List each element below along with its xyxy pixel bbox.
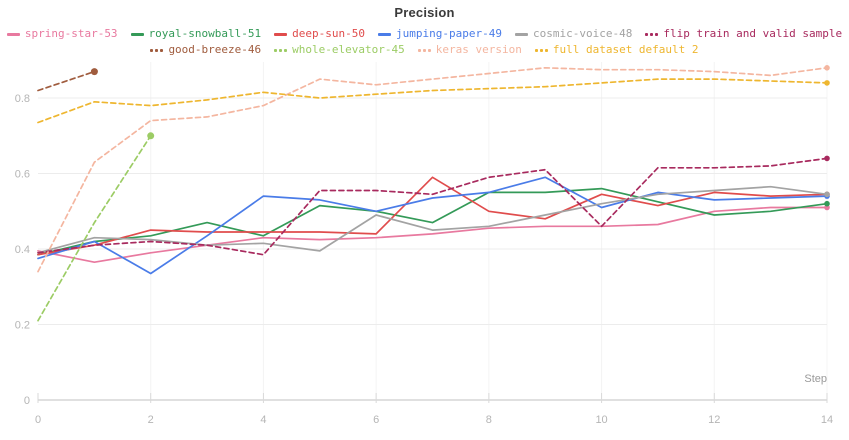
legend-swatch-icon [514, 32, 528, 36]
legend-item-good-breeze-46[interactable]: good-breeze-46 [150, 43, 261, 57]
legend-label: royal-snowball-51 [148, 27, 262, 40]
x-tick-label: 8 [486, 414, 492, 426]
series-line-whole-elevator-45[interactable] [37, 134, 152, 322]
legend-item-cosmic-voice-48[interactable]: cosmic-voice-48 [514, 27, 633, 41]
x-tick-label: 0 [35, 414, 41, 426]
legend-swatch-icon [378, 32, 392, 36]
series-line-flip-train-and-valid-sample[interactable] [37, 157, 828, 256]
legend-swatch-icon [417, 48, 431, 52]
legend-item-whole-elevator-45[interactable]: whole-elevator-45 [274, 43, 405, 57]
legend-label: jumping-paper-49 [396, 27, 502, 40]
x-tick-label: 2 [148, 414, 154, 426]
series-end-dot-flip-train-and-valid-sample [824, 155, 830, 162]
y-tick-label: 0.6 [15, 169, 30, 181]
series-line-keras-version[interactable] [37, 66, 828, 273]
series-line-deep-sun-50[interactable] [37, 176, 828, 256]
legend-swatch-icon [150, 48, 164, 52]
legend-label: cosmic-voice-48 [532, 27, 633, 40]
series-line-spring-star-53[interactable] [37, 206, 828, 264]
series-line-jumping-paper-49[interactable] [37, 176, 828, 275]
legend-label: keras version [435, 43, 522, 56]
chart-title: Precision [394, 5, 455, 20]
y-tick-label: 0 [24, 395, 30, 407]
legend-item-jumping-paper-49[interactable]: jumping-paper-49 [378, 27, 502, 41]
x-axis-name: Step [804, 373, 827, 385]
x-tick-label: 10 [595, 414, 607, 426]
legend-swatch-icon [534, 48, 548, 52]
legend-label: full dataset default 2 [552, 43, 699, 56]
series-end-dot-royal-snowball-51 [824, 200, 830, 207]
series-end-dot-keras-version [824, 65, 830, 71]
legend-item-deep-sun-50[interactable]: deep-sun-50 [274, 27, 365, 41]
legend-swatch-icon [6, 32, 20, 36]
legend-item-keras-version[interactable]: keras version [417, 43, 522, 57]
legend-row-1: spring-star-53 royal-snowball-51 deep-sun-… [0, 27, 849, 41]
y-tick-label: 0.4 [15, 244, 30, 256]
y-tick-label: 0.8 [15, 93, 30, 105]
series-end-dot-whole-elevator-45 [147, 132, 155, 140]
legend-swatch-icon [645, 32, 659, 36]
legend-item-flip-train-and-valid-sample[interactable]: flip train and valid sample [645, 27, 842, 41]
x-tick-label: 14 [821, 414, 833, 426]
chart-legend: spring-star-53 royal-snowball-51 deep-sun-… [0, 27, 849, 59]
series-end-dot-cosmic-voice-48 [824, 191, 830, 198]
legend-item-spring-star-53[interactable]: spring-star-53 [6, 27, 118, 41]
x-tick-label: 4 [260, 414, 266, 426]
legend-swatch-icon [274, 48, 288, 52]
series-end-dot-good-breeze-46 [90, 68, 98, 76]
legend-item-full-dataset-default-2[interactable]: full dataset default 2 [534, 43, 699, 57]
legend-label: deep-sun-50 [292, 27, 366, 40]
legend-label: good-breeze-46 [168, 43, 262, 56]
series-end-dot-full-dataset-default-2 [824, 80, 830, 86]
legend-label: spring-star-53 [24, 27, 118, 40]
series-line-full-dataset-default-2[interactable] [37, 78, 828, 124]
legend-item-royal-snowball-51[interactable]: royal-snowball-51 [130, 27, 262, 41]
legend-row-2: good-breeze-46 whole-elevator-45 keras ver… [0, 43, 849, 57]
x-tick-label: 6 [373, 414, 379, 426]
series-line-cosmic-voice-48[interactable] [37, 185, 828, 254]
x-tick-label: 12 [708, 414, 720, 426]
legend-swatch-icon [274, 32, 288, 36]
legend-label: flip train and valid sample [663, 27, 843, 40]
series-line-good-breeze-46[interactable] [37, 70, 96, 92]
legend-label: whole-elevator-45 [292, 43, 405, 56]
y-tick-label: 0.2 [15, 320, 30, 332]
legend-swatch-icon [130, 32, 144, 36]
